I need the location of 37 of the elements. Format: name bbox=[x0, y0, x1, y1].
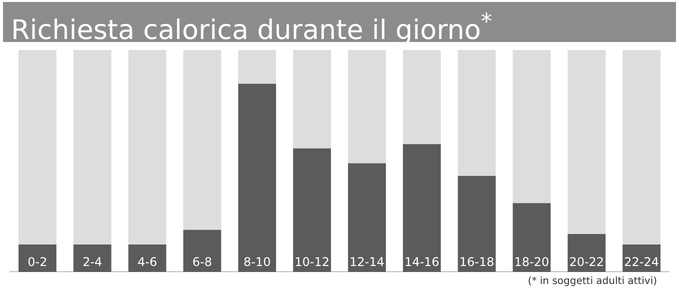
bar bbox=[348, 50, 386, 164]
x-tick-label: 0-2 bbox=[28, 255, 48, 270]
bar bbox=[402, 50, 441, 144]
x-tick-label: 2-4 bbox=[82, 255, 102, 270]
text: (* in soggetti adulti attivi) bbox=[528, 276, 657, 287]
bar bbox=[128, 244, 166, 272]
bar bbox=[622, 50, 660, 244]
chart-title: Richiesta calorica durante il giorno$^{*}$ bbox=[10, 8, 494, 46]
bar bbox=[128, 50, 166, 244]
bar bbox=[183, 50, 222, 230]
bar bbox=[293, 148, 331, 272]
x-tick-label: 20-22 bbox=[569, 255, 604, 270]
bar bbox=[293, 50, 331, 148]
bar bbox=[73, 244, 112, 272]
bar bbox=[18, 244, 56, 272]
bar bbox=[238, 84, 276, 272]
bar bbox=[183, 230, 222, 272]
x-tick-label: 12-14 bbox=[350, 255, 384, 270]
x-tick-label: 16-18 bbox=[459, 255, 494, 270]
x-tick-label: 14-16 bbox=[404, 255, 440, 270]
bar bbox=[348, 163, 386, 272]
x-tick-label: 4-6 bbox=[137, 255, 158, 270]
bar bbox=[512, 50, 551, 204]
bar bbox=[402, 144, 441, 272]
bar bbox=[18, 50, 56, 244]
bar bbox=[512, 203, 551, 272]
bar bbox=[238, 50, 276, 84]
bar bbox=[568, 234, 606, 272]
bar bbox=[568, 50, 606, 234]
x-tick-label: 22-24 bbox=[624, 255, 659, 270]
bar bbox=[458, 176, 496, 272]
x-tick-label: 6-8 bbox=[192, 255, 212, 270]
x-tick-label: 8-10 bbox=[244, 255, 271, 270]
x-tick-label: 10-12 bbox=[294, 255, 330, 270]
x-tick-label: 18-20 bbox=[514, 255, 550, 270]
bar bbox=[73, 50, 112, 244]
bar bbox=[458, 50, 496, 176]
